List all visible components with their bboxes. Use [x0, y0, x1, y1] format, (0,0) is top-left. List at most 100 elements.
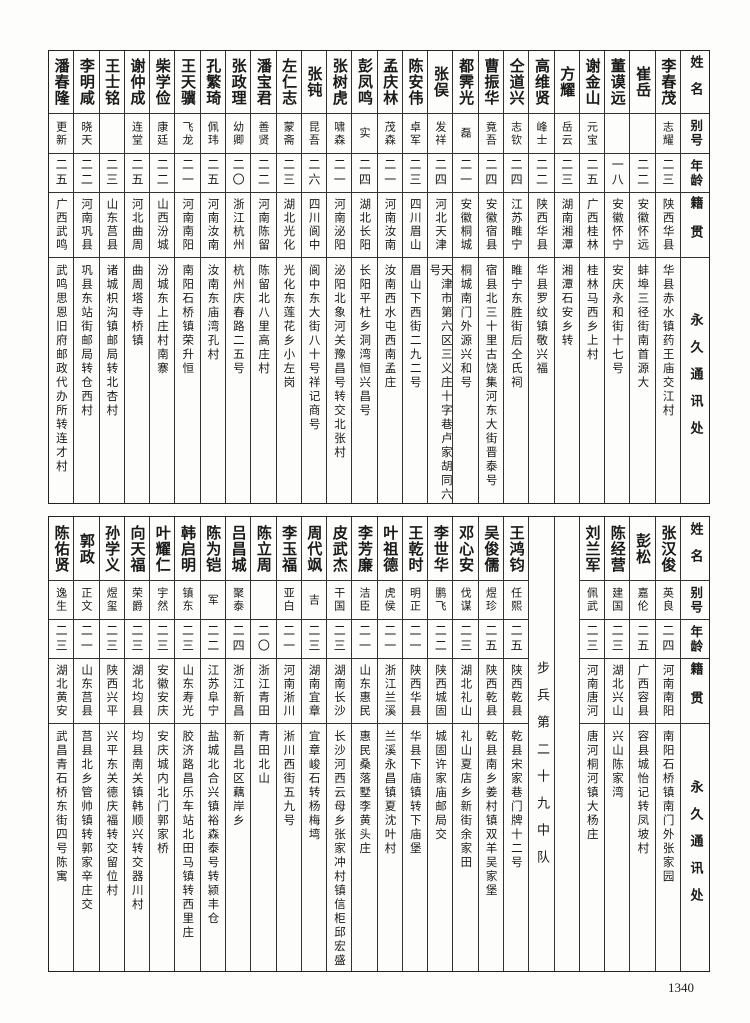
origin-cell: 陕西城固 [428, 659, 453, 724]
alias-cell [99, 114, 124, 154]
address-cell: 乾县南乡姜村镇双羊吴家堡 [479, 724, 503, 971]
name-cell: 李芳廉 [352, 517, 377, 581]
name-cell: 王士铭 [99, 51, 124, 114]
name-cell: 邓心安 [453, 517, 478, 581]
origin-text: 山东寿光 [181, 664, 196, 718]
address-cell: 青田北山 [251, 724, 275, 971]
origin-cell: 浙江新昌 [225, 659, 251, 724]
alias-cell: 峰士 [529, 114, 554, 154]
origin-cell: 湖北均县 [124, 659, 150, 724]
address-text: 光化东莲花乡小左岗 [282, 264, 297, 390]
age-cell: 二一 [402, 620, 428, 659]
origin-cell: 陕西华县 [402, 659, 428, 724]
age-cell: 二三 [48, 620, 74, 659]
address-cell: 华县下庙镇转下庙堡 [403, 724, 427, 971]
alias-cell [251, 581, 276, 620]
origin-text: 广西武鸣 [54, 198, 69, 252]
age-cell: 二四 [428, 154, 453, 193]
origin-text: 河南陈留 [257, 198, 272, 252]
origin-text: 山东惠民 [358, 664, 373, 718]
person-column: 吕昌城 聚泰 二四 浙江新昌 新昌北区藕岸乡 [224, 517, 251, 971]
alias-text: 啸森 [332, 120, 346, 147]
age-text: 二五 [483, 624, 498, 654]
alias-cell: 善贤 [251, 114, 276, 154]
name-cell: 李明咸 [74, 51, 99, 114]
person-column: 谢仲成 连堂 二五 河北曲周 曲周塔寺桥镇 [123, 51, 150, 503]
person-column: 彭凤鸣实二四 湖北长阳 长阳平杜乡洞湾恒兴昌号 [351, 51, 377, 503]
name-text: 都霁光 [457, 58, 476, 106]
name-cell: 吕昌城 [225, 517, 251, 581]
person-column: 张钝 昆吾 二六 四川阆中 阆中东大街八十号祥记商号 [300, 51, 327, 503]
age-text: 二五 [54, 158, 69, 188]
origin-text: 河南南阳 [661, 664, 676, 718]
name-text: 谢仲成 [128, 58, 147, 106]
origin-text: 陕西华县 [408, 664, 423, 718]
origin-cell: 山东莒县 [99, 193, 124, 258]
alias-cell: 幼卿 [225, 114, 251, 154]
age-cell: 二五 [48, 154, 74, 193]
alias-cell: 卓军 [402, 114, 428, 154]
address-text: 诸城枳沟镇邮局转北杏村 [105, 264, 120, 418]
address-cell: 光化东莲花乡小左岗 [277, 258, 301, 503]
address-cell: 兴平东关德庆福转交留位村 [100, 724, 124, 971]
person-column: 张政理 幼卿 二〇 浙江杭州 杭州庆春路二五号 [224, 51, 251, 503]
address-cell: 唐河桐河镇大杨庄 [580, 724, 604, 971]
alias-cell: 实 [352, 114, 377, 154]
name-text: 张政理 [229, 58, 248, 106]
origin-text: 安徽安庆 [155, 664, 170, 718]
name-text: 郭政 [77, 532, 96, 565]
name-cell: 王天骥 [175, 51, 200, 114]
alias-text: 连堂 [130, 120, 144, 147]
age-cell: 二三 [655, 154, 680, 193]
name-text: 王天骥 [179, 58, 198, 106]
alias-cell: 聚泰 [225, 581, 251, 620]
age-text: 二五 [509, 624, 524, 654]
origin-cell: 江苏阜宁 [200, 659, 225, 724]
origin-cell: 浙江青田 [251, 659, 276, 724]
address-cell: 宜章峻石转杨梅塆 [302, 724, 326, 971]
age-cell: 二二 [251, 154, 276, 193]
origin-text: 四川眉山 [408, 198, 423, 252]
origin-cell: 河北天津 [428, 193, 453, 258]
age-cell: 二五 [630, 620, 655, 659]
alias-text: 发祥 [433, 120, 447, 147]
address-cell: 淅川西街五九号 [277, 724, 301, 971]
origin-text: 陕西乾县 [509, 664, 524, 718]
alias-text: 荣爵 [130, 587, 144, 613]
address-cell: 南阳石桥镇荣升恒 [175, 258, 199, 503]
name-text: 陈为铠 [204, 524, 223, 573]
alias-text: 幼卿 [231, 120, 245, 147]
alias-cell: 洁臣 [352, 581, 377, 620]
origin-cell: 湖南长沙 [327, 659, 352, 724]
header-alias-text: 别号 [688, 585, 704, 615]
origin-cell: 河南汝南 [377, 193, 402, 258]
alias-text: 昆吾 [307, 120, 321, 147]
origin-text: 湖北均县 [130, 664, 145, 718]
origin-text: 陕西城固 [434, 664, 449, 718]
address-cell: 胶济路昌乐车站北田马镇转西里庄 [175, 724, 199, 971]
alias-cell: 嘉伦 [630, 581, 655, 620]
name-cell: 孔繁琦 [200, 51, 225, 114]
age-cell: 二一 [175, 154, 200, 193]
address-cell: 泌阳北象河关豫昌号转交北张村 [327, 258, 351, 503]
origin-cell: 山东惠民 [352, 659, 377, 724]
address-cell: 惠民桑落墅李黄头庄 [352, 724, 376, 971]
alias-text: 干国 [332, 587, 346, 613]
age-text: 二二 [205, 624, 220, 654]
age-cell: 二一 [377, 154, 402, 193]
age-text: 二三 [306, 624, 321, 654]
name-text: 方耀 [558, 66, 577, 98]
age-text: 二一 [79, 624, 94, 654]
name-text: 周代飒 [305, 524, 324, 573]
header-name-cell: 姓名 [681, 517, 709, 581]
address-cell: 长沙河西云母乡张家冲村镇信柜邱宏盛 [327, 724, 351, 971]
person-column: 陈立周 二〇 浙江青田 青田北山 [250, 517, 276, 971]
alias-cell: 宇然 [150, 581, 175, 620]
origin-text: 河南南阳 [181, 198, 196, 252]
person-column: 吴俊儒 煜珍 二五 陕西乾县 乾县南乡姜村镇双羊吴家堡 [477, 517, 504, 971]
origin-text: 广西桂林 [585, 198, 600, 252]
header-alias-text: 别号 [688, 119, 704, 148]
name-cell: 陈经营 [605, 517, 630, 581]
address-cell: 阆中东大街八十号祥记商号 [302, 258, 326, 503]
alias-text: 康廷 [155, 120, 169, 147]
